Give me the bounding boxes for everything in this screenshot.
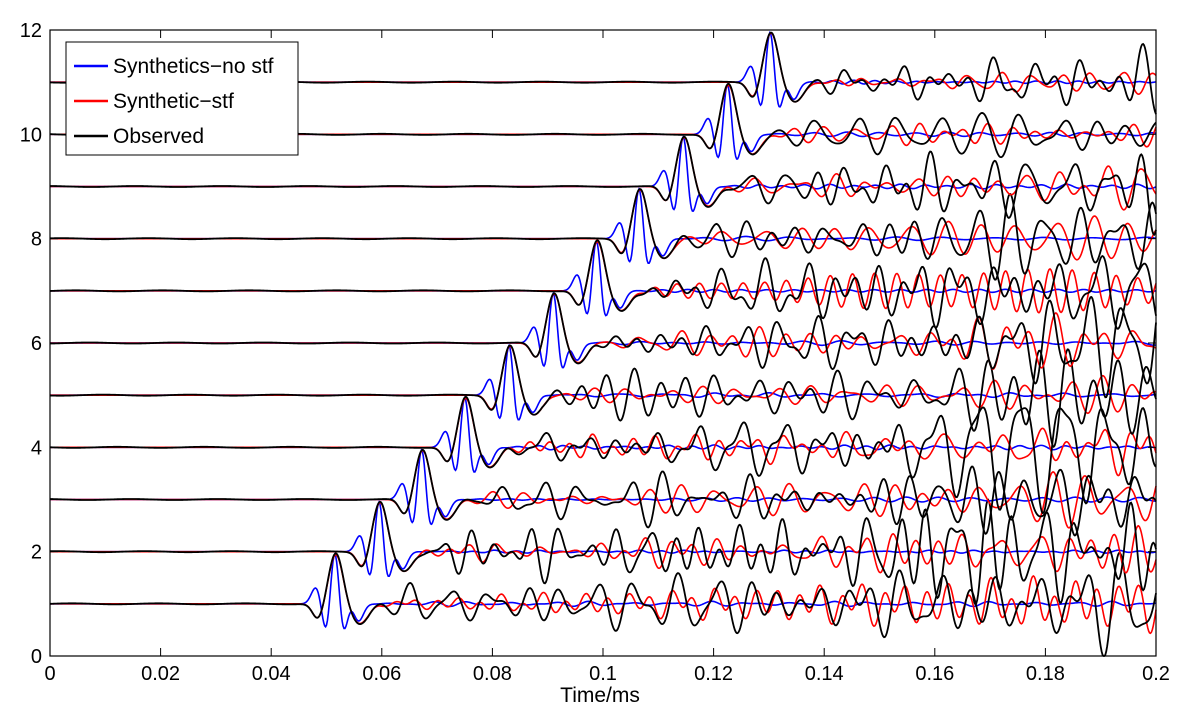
y-tick-label: 0 (31, 646, 42, 668)
trace-line-observed (49, 292, 1157, 399)
ticks-layer: 0 0.02 0.04 0.06 0.08 0.1 0.12 0.14 0.16 0.18 0.2 0… (20, 20, 1170, 685)
trace-line-observed (49, 187, 1157, 281)
trace-line-observed (49, 344, 1157, 449)
y-tick-label: 4 (31, 437, 42, 459)
y-tick-label: 8 (31, 229, 42, 251)
x-tick-label: 0.12 (694, 663, 733, 685)
legend-label-observed: Observed (113, 125, 204, 148)
traces-layer (49, 31, 1157, 657)
legend-label-synthetics-no-stf: Synthetics−no stf (113, 55, 274, 78)
x-tick-label: 0.04 (252, 663, 291, 685)
x-tick-label: 0 (44, 663, 55, 685)
y-tick-label: 10 (20, 124, 42, 146)
trace-line-observed (49, 448, 1157, 537)
x-tick-label: 0.08 (473, 663, 512, 685)
y-tick-label: 12 (20, 20, 42, 42)
x-tick-label: 0.2 (1142, 663, 1170, 685)
x-tick-label: 0.18 (1026, 663, 1065, 685)
trace-line-observed (49, 135, 1157, 237)
x-tick-label: 0.14 (805, 663, 844, 685)
y-tick-label: 2 (31, 542, 42, 564)
y-tick-label: 6 (31, 333, 42, 355)
trace-line-observed (49, 239, 1157, 330)
x-tick-label: 0.02 (141, 663, 180, 685)
legend: Synthetics−no stf Synthetic−stf Observed (65, 41, 299, 156)
x-tick-label: 0.06 (362, 663, 401, 685)
trace-line-observed (49, 498, 1157, 606)
x-tick-label: 0.1 (589, 663, 617, 685)
legend-label-synthetic-stf: Synthetic−stf (113, 90, 234, 113)
x-axis-title: Time/ms (560, 684, 640, 707)
x-tick-label: 0.16 (915, 663, 954, 685)
